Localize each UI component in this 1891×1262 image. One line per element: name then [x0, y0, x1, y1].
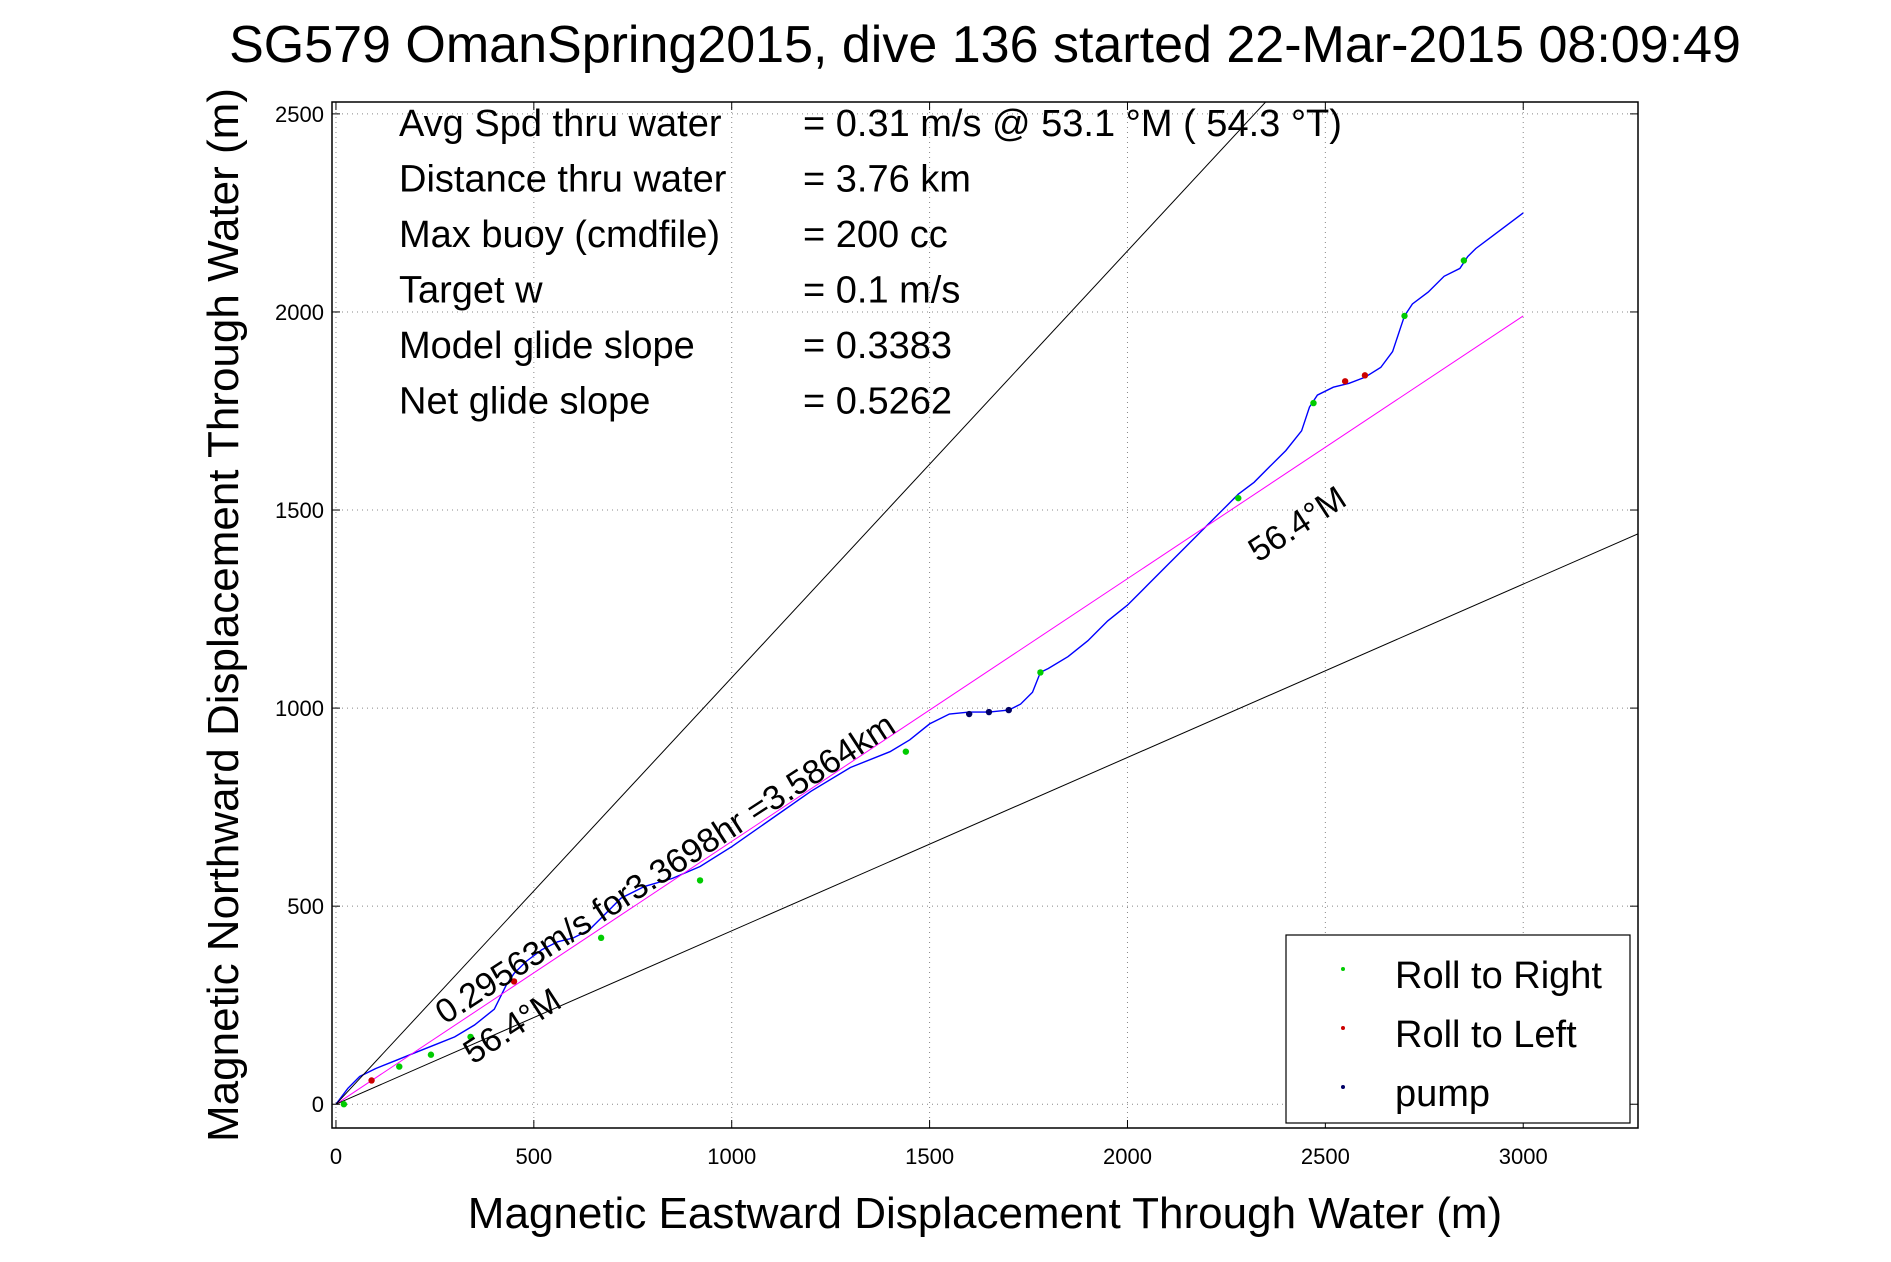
annotations: 0.29563m/s for3.3698hr =3.5864km56.4°M56…	[429, 479, 1353, 1072]
marker-roll-right	[340, 1101, 348, 1108]
marker-roll-right	[467, 1033, 474, 1041]
marker-roll-right	[1310, 399, 1317, 407]
series-group	[335, 102, 1638, 1105]
info-label: Avg Spd thru water	[399, 103, 722, 145]
info-value: = 0.3383	[803, 325, 952, 367]
marker-roll-right	[1235, 494, 1242, 502]
marker-roll-right	[1460, 257, 1468, 264]
legend-roll-left-marker	[1341, 1026, 1345, 1030]
marker-roll-right	[902, 748, 910, 755]
marker-roll-right	[696, 877, 704, 884]
marker-roll-right	[597, 934, 605, 942]
info-value: = 0.31 m/s @ 53.1 °M ( 54.3 °T)	[803, 103, 1342, 145]
legend-roll-right-marker	[1341, 967, 1345, 971]
legend-roll-right-label: Roll to Right	[1395, 955, 1602, 997]
y-tick-label: 2500	[275, 102, 324, 127]
y-tick-label: 2000	[275, 300, 324, 325]
series-course	[335, 315, 1524, 1105]
axis-ticks: 0 500 1000 1500 2000 2500 3000 0 500 1000 1500 2000…	[275, 102, 1638, 1169]
marker-roll-right	[1401, 312, 1408, 320]
series-heading-upper	[335, 102, 1267, 1105]
marker-roll-right	[1037, 669, 1044, 676]
marker-roll-left	[1341, 378, 1349, 385]
marker-pump	[965, 710, 973, 718]
marker-roll-right	[396, 1063, 403, 1070]
marker-pump	[985, 708, 993, 716]
legend-roll-left-label: Roll to Left	[1395, 1014, 1577, 1056]
marker-roll-left	[368, 1077, 375, 1084]
y-axis-label: Magnetic Northward Displacement Through …	[199, 88, 248, 1142]
info-label: Model glide slope	[399, 325, 695, 367]
info-label: Target w	[399, 270, 543, 312]
info-value: = 3.76 km	[803, 159, 971, 201]
current-annotation: 0.29563m/s for3.3698hr =3.5864km	[429, 706, 902, 1032]
x-tick-label: 3000	[1499, 1144, 1548, 1169]
info-label: Net glide slope	[399, 381, 650, 423]
y-tick-label: 1000	[275, 696, 324, 721]
x-tick-label: 1000	[707, 1144, 756, 1169]
info-label: Max buoy (cmdfile)	[399, 214, 720, 256]
heading-annotation-upper: 56.4°M	[1242, 479, 1353, 570]
y-tick-label: 500	[287, 894, 324, 919]
markers-group	[340, 257, 1468, 1108]
x-axis-label: Magnetic Eastward Displacement Through W…	[468, 1189, 1502, 1238]
info-value: = 0.1 m/s	[803, 270, 960, 312]
x-tick-label: 0	[330, 1144, 342, 1169]
marker-roll-right	[427, 1051, 435, 1058]
x-tick-label: 2000	[1103, 1144, 1152, 1169]
plot-area-frame	[331, 101, 1639, 1129]
y-tick-label: 0	[312, 1092, 324, 1117]
legend: Roll to Right Roll to Left pump	[1285, 934, 1631, 1124]
marker-pump	[1005, 706, 1012, 714]
x-tick-label: 2500	[1301, 1144, 1350, 1169]
marker-roll-left	[1361, 372, 1369, 379]
info-value: = 200 cc	[803, 214, 948, 256]
legend-pump-label: pump	[1395, 1073, 1490, 1115]
chart-title: SG579 OmanSpring2015, dive 136 started 2…	[229, 16, 1741, 74]
series-heading-lower	[335, 533, 1638, 1105]
info-text-block: Avg Spd thru water = 0.31 m/s @ 53.1 °M (…	[399, 103, 1342, 423]
y-tick-label: 1500	[275, 498, 324, 523]
info-label: Distance thru water	[399, 159, 727, 201]
info-value: = 0.5262	[803, 381, 952, 423]
series-track	[335, 212, 1524, 1105]
marker-roll-left	[510, 978, 518, 985]
legend-pump-marker	[1341, 1085, 1345, 1089]
x-tick-label: 1500	[905, 1144, 954, 1169]
x-tick-label: 500	[515, 1144, 552, 1169]
